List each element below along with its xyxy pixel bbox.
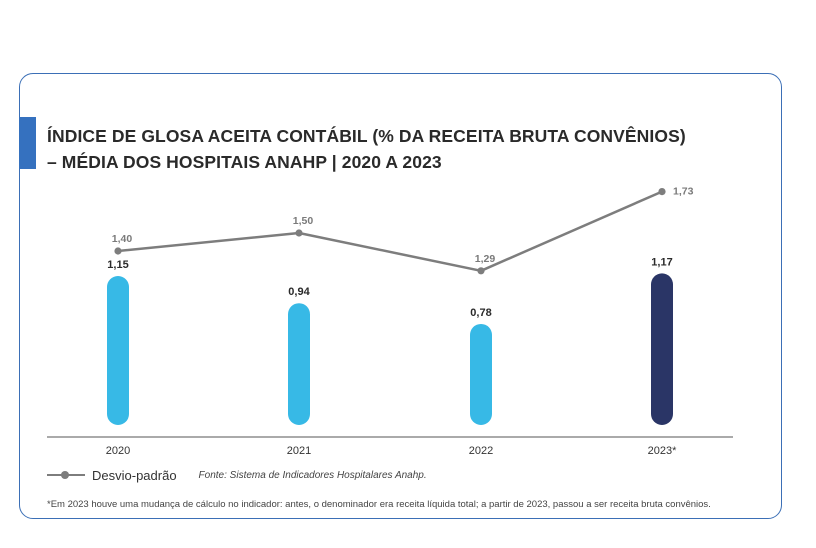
legend-line-marker bbox=[47, 470, 85, 479]
x-tick-label: 2020 bbox=[106, 445, 130, 457]
bar-value-label: 0,94 bbox=[288, 286, 310, 298]
x-tick-label: 2022 bbox=[469, 445, 493, 457]
bar-value-label: 1,17 bbox=[651, 256, 672, 268]
bar-2023* bbox=[651, 273, 673, 425]
bar-value-label: 1,15 bbox=[107, 259, 128, 271]
source-note: Fonte: Sistema de Indicadores Hospitalar… bbox=[198, 469, 427, 481]
legend-series-label: Desvio-padrão bbox=[92, 467, 177, 483]
std-dev-point bbox=[477, 267, 485, 275]
std-dev-line bbox=[117, 190, 663, 273]
x-tick-label: 2023* bbox=[648, 445, 677, 457]
bar-value-label: 0,78 bbox=[470, 307, 491, 319]
std-dev-point bbox=[295, 229, 303, 237]
x-tick-label: 2021 bbox=[287, 445, 311, 457]
legend: Desvio-padrão Fonte: Sistema de Indicado… bbox=[47, 465, 427, 485]
footnote: *Em 2023 houve uma mudança de cálculo no… bbox=[47, 499, 711, 510]
title-accent-bar bbox=[19, 117, 36, 169]
std-dev-value-label: 1,40 bbox=[112, 233, 133, 245]
bar-2022 bbox=[470, 323, 492, 425]
std-dev-value-label: 1,50 bbox=[293, 215, 314, 227]
std-dev-value-label: 1,73 bbox=[673, 186, 694, 198]
bar-2020 bbox=[107, 276, 129, 425]
chart-title: ÍNDICE DE GLOSA ACEITA CONTÁBIL (% DA RE… bbox=[47, 123, 747, 175]
chart-title-line-2: – MÉDIA DOS HOSPITAIS ANAHP | 2020 A 202… bbox=[47, 152, 442, 172]
legend-dot-marker bbox=[61, 470, 69, 479]
std-dev-point bbox=[114, 247, 122, 255]
bar-2021 bbox=[288, 303, 310, 425]
chart-title-line-1: ÍNDICE DE GLOSA ACEITA CONTÁBIL (% DA RE… bbox=[47, 126, 686, 146]
std-dev-point bbox=[658, 188, 666, 196]
std-dev-value-label: 1,29 bbox=[475, 253, 496, 265]
